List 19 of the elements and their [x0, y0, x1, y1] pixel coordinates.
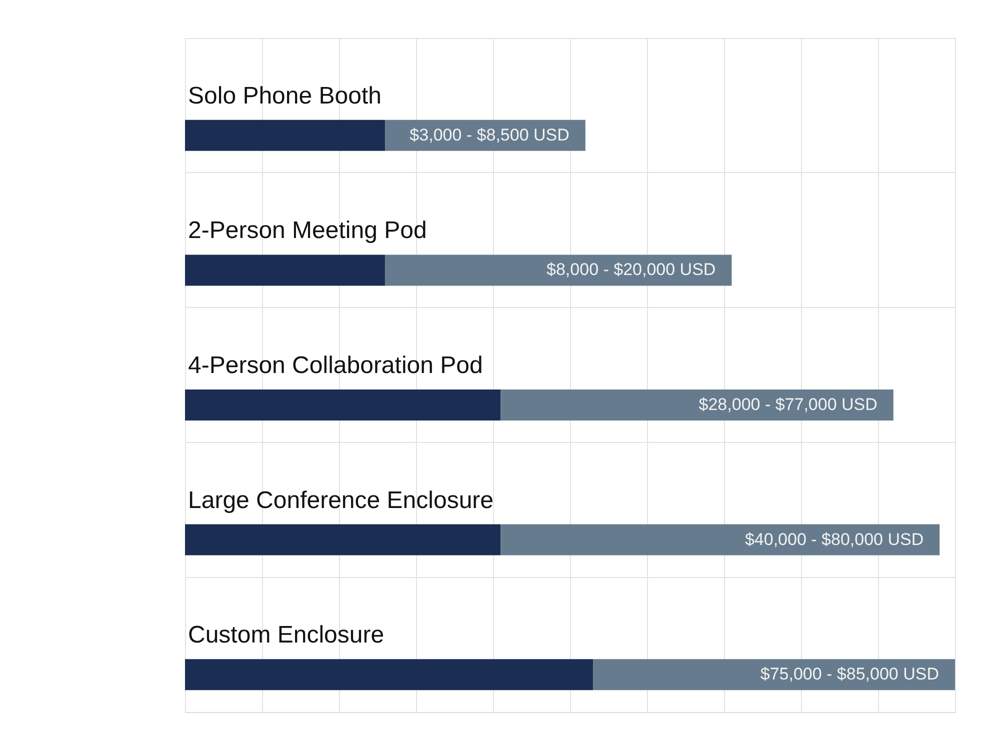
- annotation: $28,000 - $77,000 USD: [698, 395, 878, 414]
- annotation: $3,000 - $8,500 USD: [410, 125, 570, 144]
- bar: [185, 524, 501, 556]
- bar: [185, 254, 386, 286]
- y-tick-label: Solo Phone Booth: [188, 82, 382, 110]
- bar: [185, 120, 386, 151]
- bar: [185, 659, 594, 690]
- bar: [500, 390, 894, 420]
- bar: [500, 524, 940, 556]
- annotation: $75,000 - $85,000 USD: [760, 664, 939, 684]
- bar: [593, 659, 955, 690]
- y-tick-label: 2-Person Meeting Pod: [188, 217, 427, 244]
- y-tick-label: Custom Enclosure: [188, 622, 384, 649]
- annotation: $40,000 - $80,000 USD: [744, 530, 924, 549]
- y-tick-label: 4-Person Collaboration Pod: [188, 352, 483, 379]
- annotation: $8,000 - $20,000 USD: [546, 260, 716, 280]
- bar: [185, 390, 501, 420]
- bar: [385, 254, 732, 286]
- y-tick-label: Large Conference Enclosure: [188, 486, 494, 514]
